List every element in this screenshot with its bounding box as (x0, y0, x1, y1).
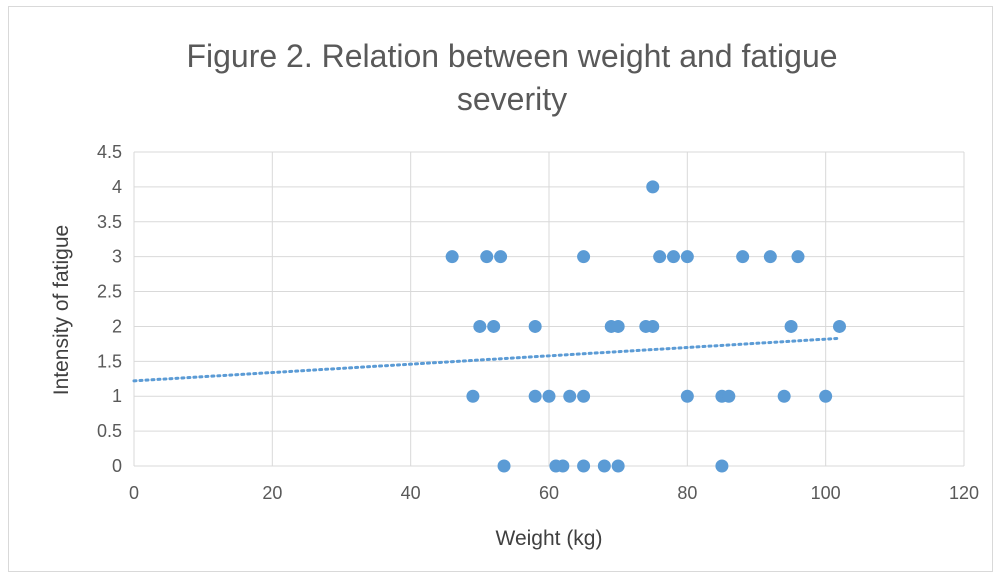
data-point (819, 389, 833, 403)
data-point (667, 250, 680, 264)
data-point (480, 250, 494, 264)
data-point (497, 459, 511, 473)
data-point (646, 180, 660, 194)
data-point (445, 250, 459, 264)
data-point (487, 319, 501, 333)
data-point (563, 389, 577, 403)
data-point (466, 389, 480, 403)
data-point (680, 250, 694, 264)
chart-title-line-1: Figure 2. Relation between weight and fa… (186, 38, 837, 74)
x-axis-ticks: 0 20 40 60 80 100 120 (129, 483, 979, 503)
y-tick-label: 2.5 (97, 282, 122, 302)
x-tick-label: 40 (401, 483, 421, 503)
data-point (597, 459, 611, 473)
data-point (542, 389, 556, 403)
y-tick-label: 4.5 (97, 142, 122, 162)
data-points (445, 180, 846, 473)
data-point (494, 250, 508, 264)
x-tick-label: 60 (539, 483, 559, 503)
data-point (722, 389, 736, 403)
y-axis-title: Intensity of fatigue (50, 225, 73, 395)
data-point (611, 319, 625, 333)
data-point (791, 250, 805, 264)
data-point (784, 319, 798, 333)
x-axis-title: Weight (kg) (496, 527, 603, 550)
chart-title-line-2: severity (457, 81, 567, 117)
trendline (132, 336, 841, 383)
y-tick-label: 0 (112, 456, 122, 476)
x-tick-label: 120 (949, 483, 979, 503)
x-tick-label: 20 (262, 483, 282, 503)
y-tick-label: 2 (112, 316, 122, 336)
trendline-layer (132, 336, 841, 383)
data-point (473, 319, 487, 333)
data-point (577, 389, 591, 403)
y-axis-ticks: 0 0.5 1 1.5 2 2.5 3 3.5 4 4.5 (97, 142, 122, 476)
data-point (577, 250, 591, 264)
data-point (736, 250, 750, 264)
gridlines (133, 151, 965, 467)
data-point (777, 389, 791, 403)
data-point (577, 459, 591, 473)
data-point (763, 250, 777, 264)
data-point (680, 389, 694, 403)
y-tick-label: 1 (112, 386, 122, 406)
data-point (611, 459, 625, 473)
x-tick-label: 80 (677, 483, 697, 503)
y-tick-label: 3.5 (97, 212, 122, 232)
y-tick-label: 4 (112, 177, 122, 197)
data-point (528, 319, 542, 333)
data-point (715, 459, 729, 473)
data-point (653, 250, 667, 264)
x-tick-label: 0 (129, 483, 139, 503)
data-point (833, 319, 846, 333)
chart-frame (8, 6, 993, 572)
y-tick-label: 1.5 (97, 351, 122, 371)
x-tick-label: 100 (811, 483, 841, 503)
y-tick-label: 0.5 (97, 421, 122, 441)
data-point (528, 389, 542, 403)
data-point (556, 459, 570, 473)
data-point (646, 319, 660, 333)
y-tick-label: 3 (112, 247, 122, 267)
